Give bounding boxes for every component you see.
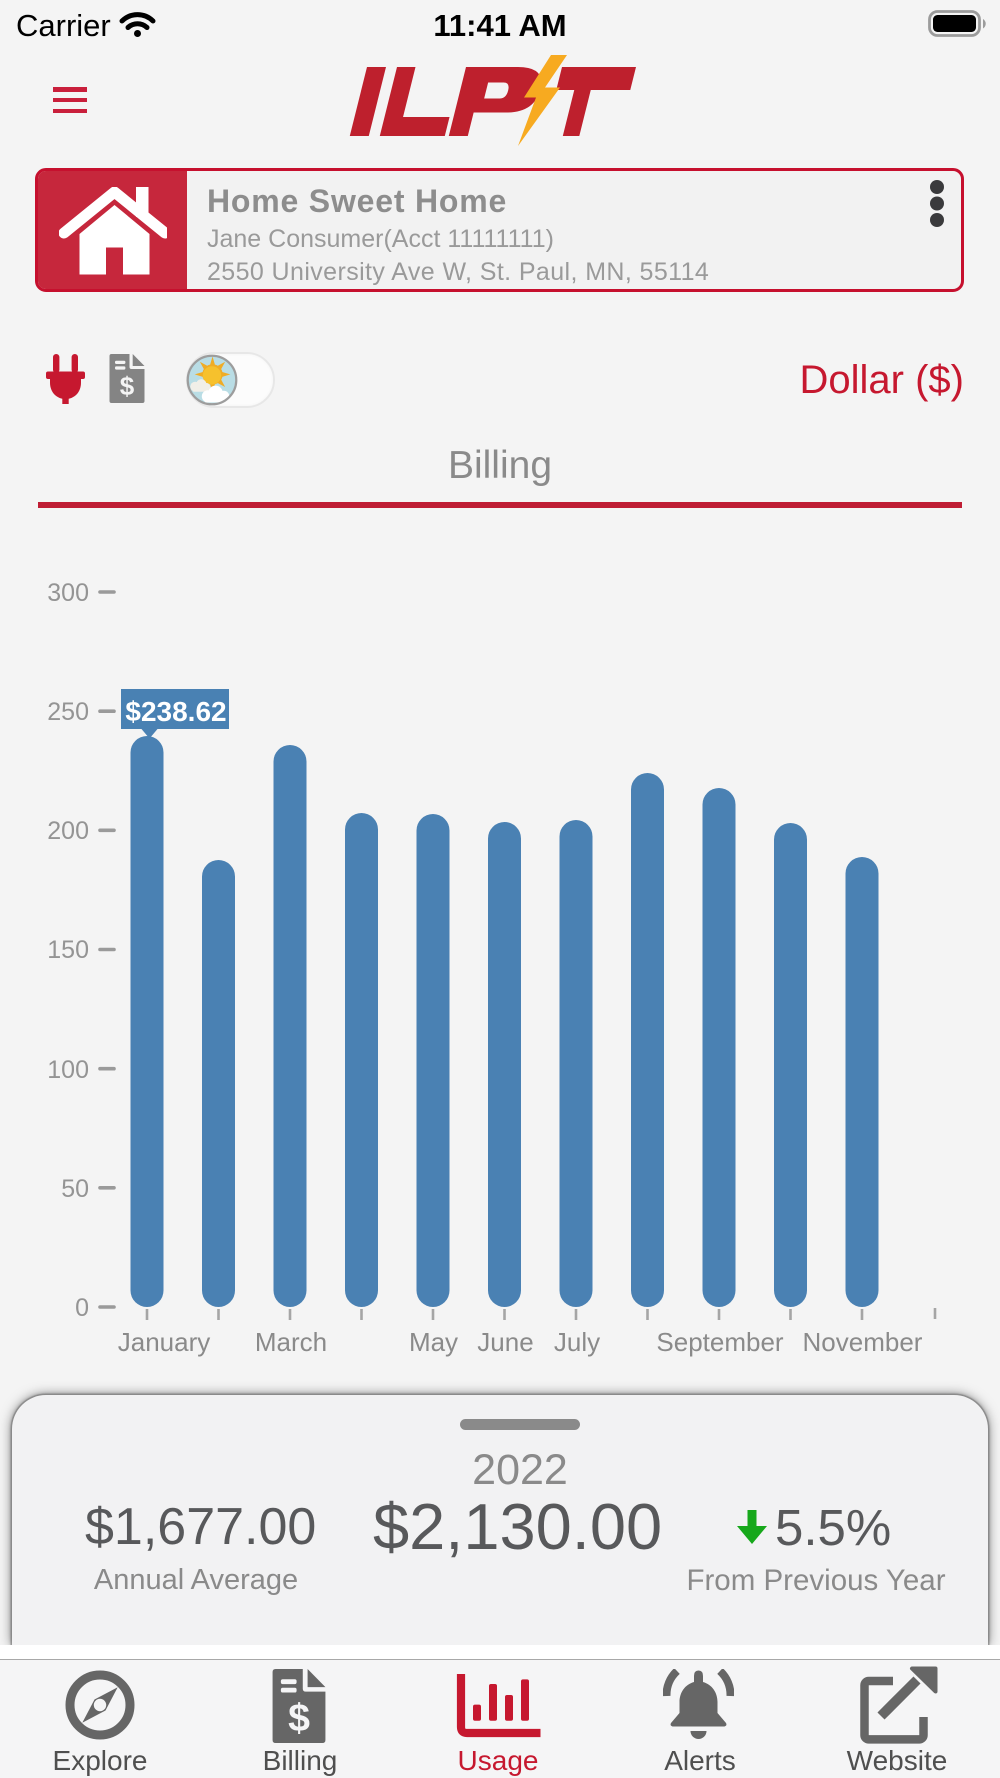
svg-text:250: 250 [47, 698, 89, 726]
svg-text:$238.62: $238.62 [125, 696, 226, 727]
svg-text:May: May [409, 1327, 458, 1357]
svg-text:0: 0 [75, 1294, 89, 1322]
svg-text:100: 100 [47, 1056, 89, 1084]
svg-text:November: November [803, 1327, 923, 1357]
svg-text:September: September [656, 1327, 784, 1357]
svg-text:March: March [255, 1327, 327, 1357]
svg-text:200: 200 [47, 817, 89, 845]
svg-text:150: 150 [47, 936, 89, 964]
svg-text:300: 300 [47, 579, 89, 607]
svg-text:January: January [118, 1327, 211, 1357]
svg-text:June: June [477, 1327, 533, 1357]
svg-text:50: 50 [61, 1175, 89, 1203]
svg-text:July: July [554, 1327, 600, 1357]
svg-text:$: $ [288, 1696, 310, 1740]
svg-text:$: $ [120, 371, 135, 401]
